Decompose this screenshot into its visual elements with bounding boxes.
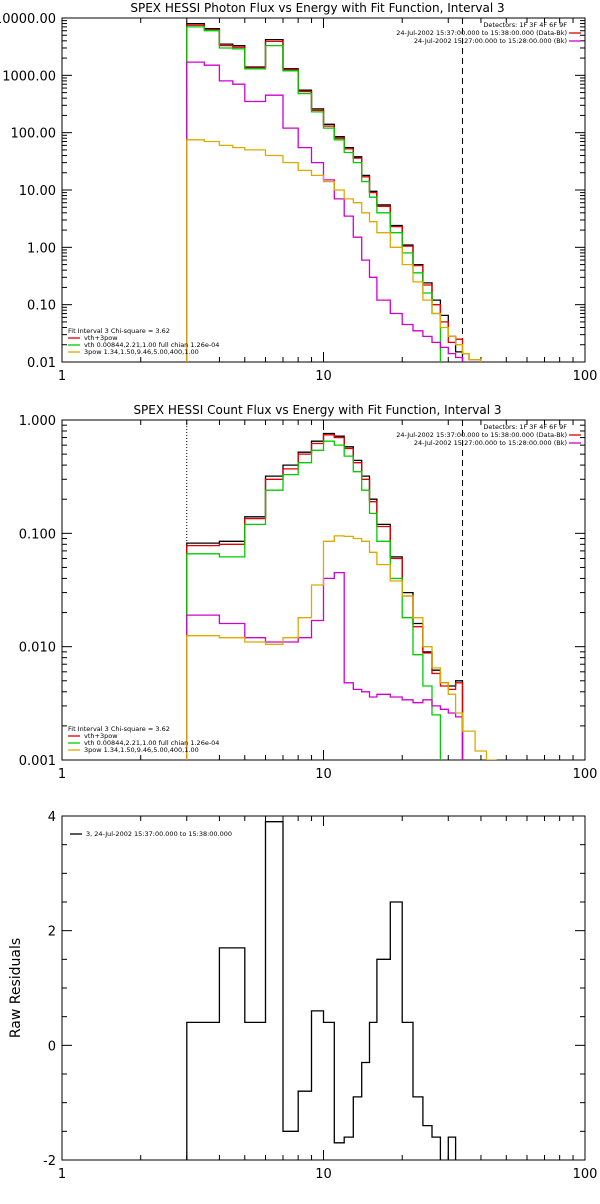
series-1-line bbox=[186, 821, 464, 1160]
legend-top-right-text: 24-Jul-2002 15:37:00.000 to 15:38:00.000… bbox=[396, 29, 567, 37]
series-4-line bbox=[186, 61, 464, 362]
legend-top-right-text: 24-Jul-2002 15:27:00.000 to 15:28:00.000… bbox=[414, 439, 567, 447]
x-tick-label: 100 bbox=[573, 1167, 598, 1182]
axis-frame bbox=[61, 17, 586, 363]
y-tick-label: 0.01 bbox=[27, 356, 56, 371]
x-tick-label: 1 bbox=[58, 369, 66, 384]
y-tick-label: 1.000 bbox=[19, 414, 56, 429]
x-tick-label: 100 bbox=[573, 767, 598, 782]
series-3-line bbox=[186, 440, 442, 760]
y-tick-label: 1.00 bbox=[27, 241, 56, 256]
y-tick-label: 100.00 bbox=[11, 127, 57, 142]
y-tick-label: 10.00 bbox=[19, 184, 56, 199]
y-tick-label: -2 bbox=[43, 1154, 56, 1169]
y-tick-label: 0.10 bbox=[27, 299, 56, 314]
chart-title: SPEX HESSI Photon Flux vs Energy with Fi… bbox=[130, 1, 504, 15]
series-1-line bbox=[186, 22, 464, 362]
legend-top-right-text: Detectors: 1F 3F 4F 6F 9F bbox=[483, 21, 567, 29]
x-tick-label: 10 bbox=[315, 767, 332, 782]
y-tick-label: 4 bbox=[48, 810, 56, 825]
legend-bottom-left-text: vth+3pow bbox=[84, 334, 118, 342]
chart-panel-2: SPEX HESSI Count Flux vs Energy with Fit… bbox=[19, 403, 598, 782]
series-3-line bbox=[186, 26, 442, 362]
legend-top-right-text: 24-Jul-2002 15:37:00.000 to 15:38:00.000… bbox=[396, 431, 567, 439]
x-tick-label: 1 bbox=[58, 1167, 66, 1182]
y-tick-label: 1000.00 bbox=[2, 69, 56, 84]
chart-panel-3: 1 10 100 -2 0 2 4 Raw Residuals 3, 24-Jul-2002 1… bbox=[8, 810, 597, 1182]
legend-bottom-left-text: Fit Interval 3 Chi-square = 3.62 bbox=[68, 725, 170, 733]
series-4-line bbox=[186, 571, 464, 760]
y-tick-label: 2 bbox=[48, 925, 56, 940]
x-tick-label: 1 bbox=[58, 767, 66, 782]
chart-panel-1: SPEX HESSI Photon Flux vs Energy with Fi… bbox=[0, 1, 597, 384]
legend-bottom-left-text: 3pow 1.34,1.50,9.46,5.00,400,1.00 bbox=[84, 348, 199, 356]
y-tick-label: 0 bbox=[48, 1039, 56, 1054]
x-tick-label: 10 bbox=[315, 369, 332, 384]
y-axis-label: Raw Residuals bbox=[8, 938, 24, 1038]
y-tick-label: 0.100 bbox=[19, 527, 56, 542]
legend-bottom-left-text: vth 0.00844,2.21,1.00 full chian 1.26e-0… bbox=[84, 341, 219, 349]
y-tick-label: 10000.00 bbox=[0, 12, 56, 27]
series-5-line bbox=[186, 535, 497, 760]
legend-bottom-left-text: Fit Interval 3 Chi-square = 3.62 bbox=[68, 327, 170, 335]
x-tick-label: 100 bbox=[573, 369, 598, 384]
legend-top-right-text: Detectors: 1F 3F 4F 6F 9F bbox=[483, 423, 567, 431]
y-tick-label: 0.010 bbox=[19, 641, 56, 656]
series-5-line bbox=[186, 139, 482, 362]
series-2-line bbox=[186, 434, 464, 760]
legend-top-right-text: 24-Jul-2002 15:27:00.000 to 15:28:00.000… bbox=[414, 37, 567, 45]
legend-bottom-left-text: vth 0.00844,2.21,1.00 full chian 1.26e-0… bbox=[84, 739, 219, 747]
y-tick-label: 0.001 bbox=[19, 754, 56, 769]
x-tick-label: 10 bbox=[315, 1167, 332, 1182]
legend-bottom-left-text: 3pow 1.34,1.50,9.46,5.00,400,1.00 bbox=[84, 746, 199, 754]
legend-bottom-left-text: vth+3pow bbox=[84, 732, 118, 740]
axis-frame bbox=[61, 815, 586, 1161]
legend-top-left-text: 3, 24-Jul-2002 15:37:00.000 to 15:38:00.… bbox=[86, 830, 232, 838]
chart-title: SPEX HESSI Count Flux vs Energy with Fit… bbox=[133, 403, 501, 417]
series-1-line bbox=[186, 432, 464, 760]
